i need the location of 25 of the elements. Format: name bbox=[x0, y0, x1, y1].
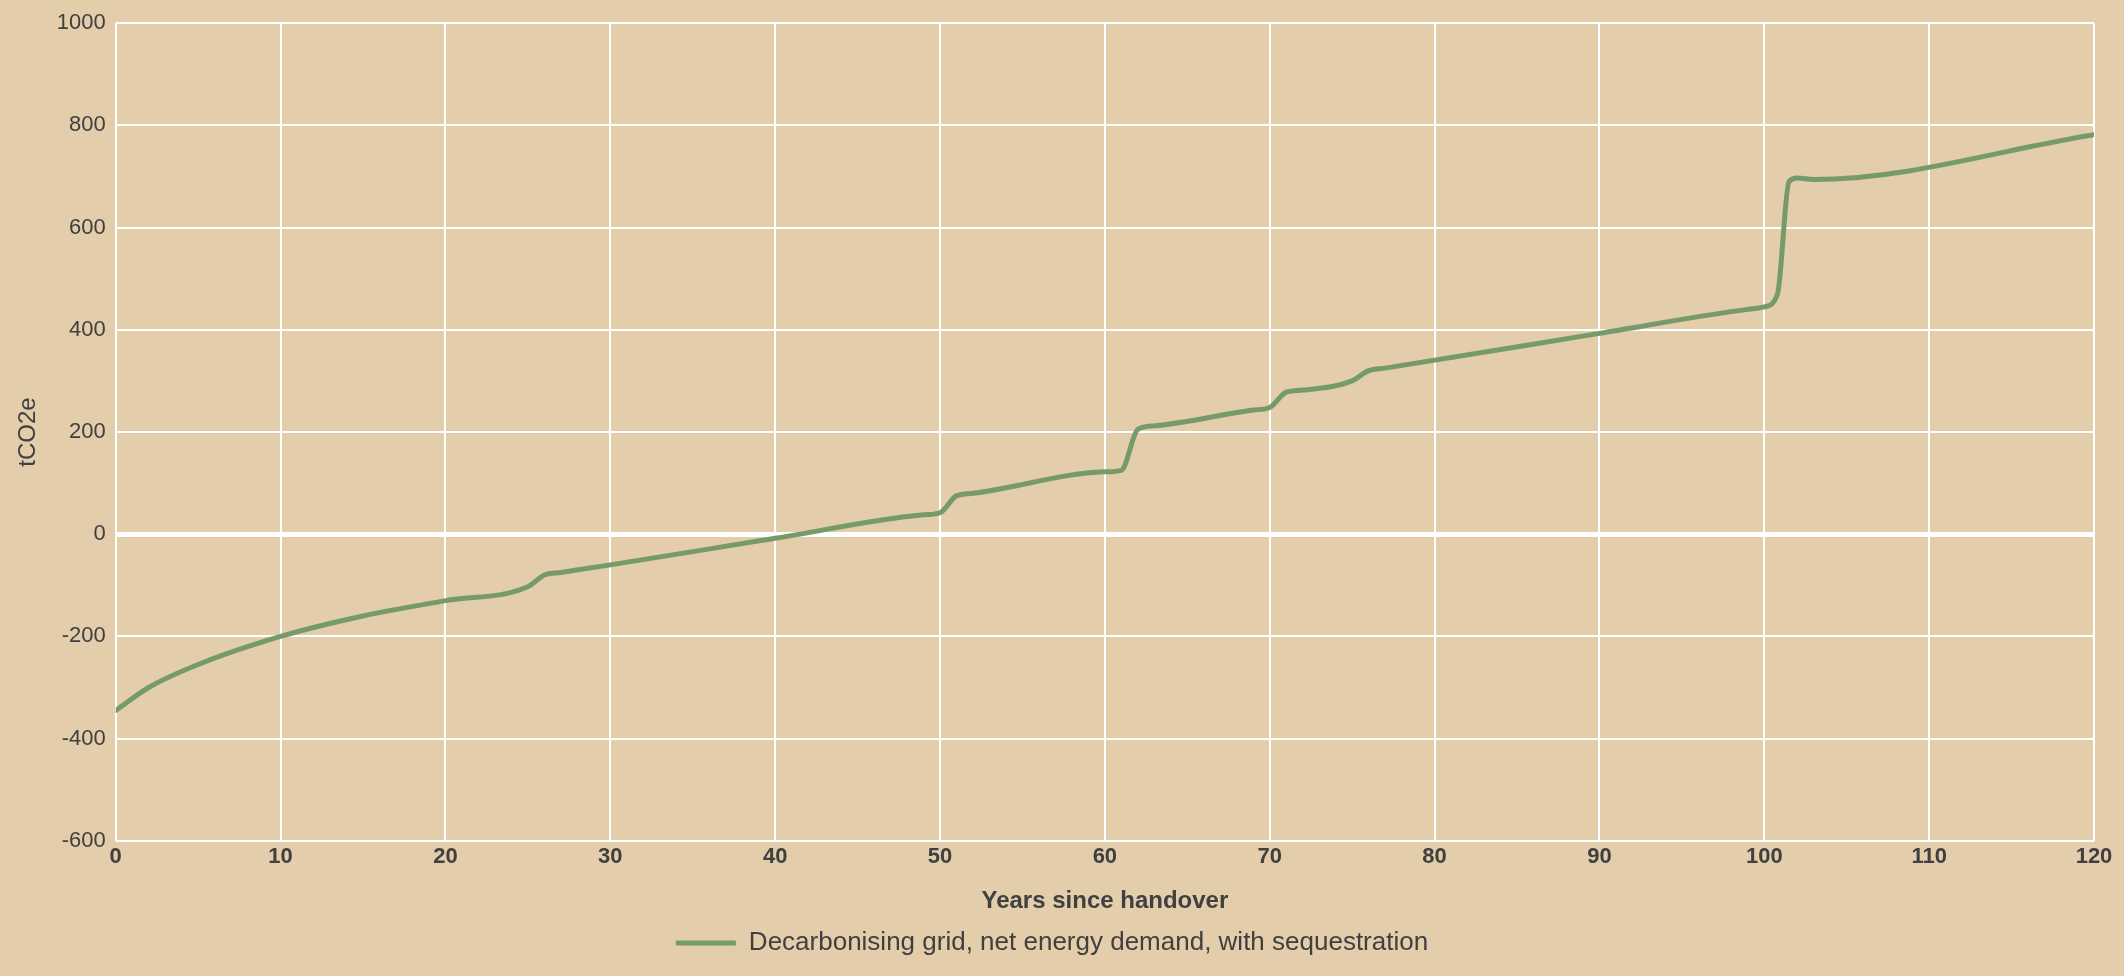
y-tick-label: 0 bbox=[93, 520, 106, 546]
y-tick-label: -400 bbox=[61, 724, 106, 750]
x-tick-label: 60 bbox=[1092, 843, 1118, 869]
x-tick-label: 110 bbox=[1911, 843, 1947, 869]
x-tick-label: 0 bbox=[109, 843, 122, 869]
y-tick-label: -600 bbox=[61, 826, 106, 852]
x-tick-label: 30 bbox=[598, 843, 623, 869]
x-axis-title: Years since handover bbox=[981, 886, 1229, 914]
x-tick-label: 70 bbox=[1257, 843, 1282, 869]
x-tick-label: 20 bbox=[433, 843, 458, 869]
legend-label: Decarbonising grid, net energy demand, with sequestration bbox=[748, 926, 1429, 957]
y-tick-label: 600 bbox=[69, 213, 106, 239]
y-tick-label: 1000 bbox=[56, 9, 106, 35]
x-tick-label: 100 bbox=[1745, 843, 1783, 869]
y-tick-label: -200 bbox=[61, 622, 106, 648]
x-tick-label: 10 bbox=[268, 843, 293, 869]
x-tick-label: 90 bbox=[1587, 843, 1612, 869]
y-tick-label: 200 bbox=[69, 418, 106, 444]
x-tick-label: 80 bbox=[1422, 843, 1447, 869]
y-tick-label: 800 bbox=[69, 111, 106, 137]
x-tick-label: 120 bbox=[2075, 843, 2113, 869]
y-axis-title: tCO2e bbox=[13, 397, 41, 467]
y-tick-label: 400 bbox=[69, 315, 106, 341]
x-tick-label: 40 bbox=[762, 843, 788, 869]
x-tick-label: 50 bbox=[927, 843, 953, 869]
